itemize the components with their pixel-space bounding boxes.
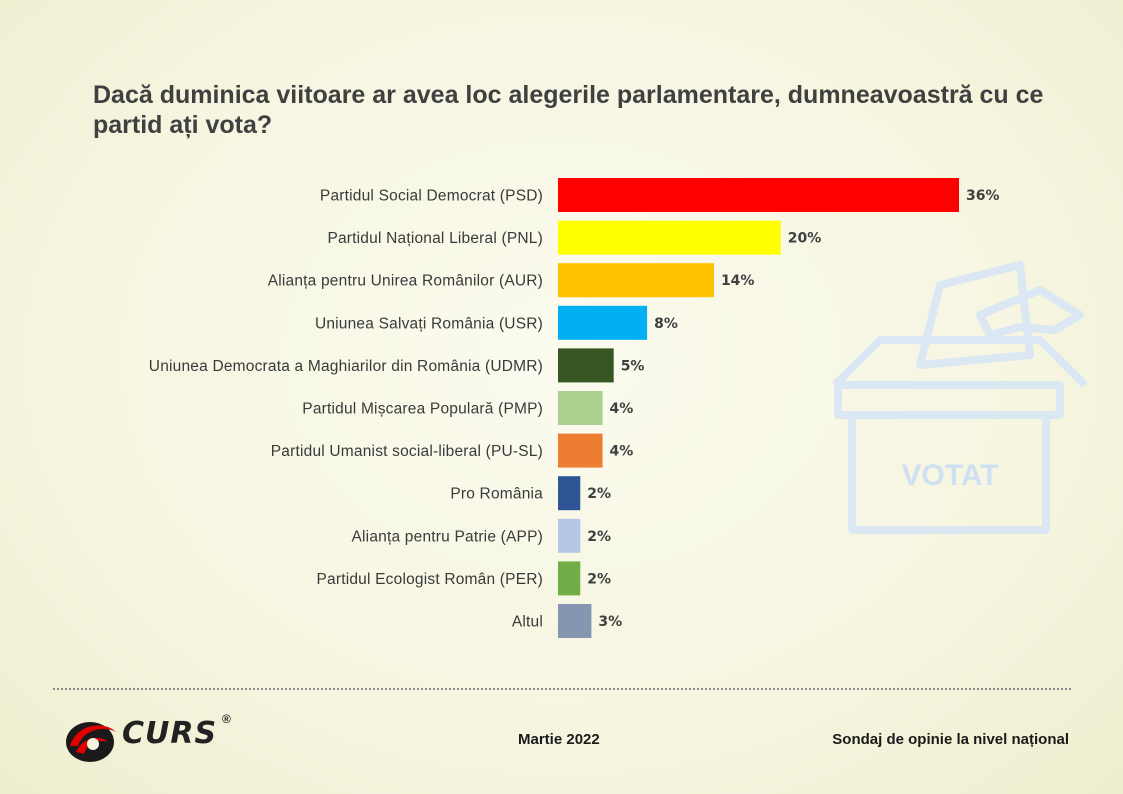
value-label: 2% [587, 486, 611, 502]
value-label: 2% [587, 529, 611, 545]
value-label: 4% [610, 444, 634, 460]
survey-date: Martie 2022 [518, 731, 600, 748]
ballot-label: VOTAT [901, 459, 998, 492]
curs-logo: CURS ® [62, 712, 247, 768]
bar [558, 305, 648, 340]
value-label: 14% [721, 273, 755, 289]
value-label: 20% [788, 231, 822, 247]
bar [558, 604, 592, 638]
value-label: 8% [654, 316, 678, 332]
ballot-box-icon: VOTAT [832, 261, 1088, 534]
footer-divider [53, 688, 1071, 690]
bar [558, 391, 603, 425]
value-label: 4% [610, 401, 634, 417]
value-label: 3% [598, 614, 622, 630]
bar [558, 561, 581, 596]
category-label: Altul [512, 614, 543, 631]
category-label: Partidul Umanist social-liberal (PU-SL) [271, 443, 543, 460]
chart-title: Dacă duminica viitoare ar avea loc alege… [93, 81, 1044, 139]
value-label: 2% [587, 571, 611, 587]
registered-mark: ® [222, 712, 231, 726]
category-label: Partidul Național Liberal (PNL) [327, 230, 543, 247]
bar [558, 220, 781, 255]
value-label: 5% [621, 358, 645, 374]
survey-source: Sondaj de opinie la nivel național [832, 731, 1069, 748]
bar [558, 348, 614, 383]
bar [558, 433, 603, 468]
category-label: Alianța pentru Unirea Românilor (AUR) [268, 273, 543, 290]
bar [558, 518, 581, 553]
bar [558, 263, 714, 298]
value-label: 36% [966, 188, 1000, 204]
bar [558, 476, 581, 511]
category-label: Alianța pentru Patrie (APP) [352, 528, 544, 545]
bar-chart: Partidul Social Democrat (PSD) 36% Partidu… [149, 178, 1000, 638]
curs-logo-icon [66, 722, 116, 762]
category-label: Partidul Ecologist Român (PER) [316, 571, 543, 588]
category-label: Uniunea Salvați România (USR) [315, 315, 543, 332]
brand-name: CURS [122, 716, 218, 751]
category-label: Uniunea Democrata a Maghiarilor din Româ… [149, 358, 543, 375]
category-label: Partidul Social Democrat (PSD) [320, 188, 543, 205]
category-label: Partidul Mișcarea Populară (PMP) [302, 401, 543, 418]
bar [558, 178, 959, 212]
category-label: Pro România [450, 486, 543, 503]
